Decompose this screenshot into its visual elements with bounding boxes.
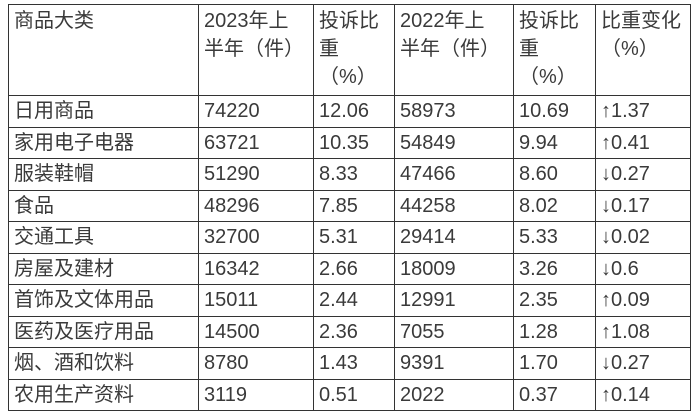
cell-2023-share: 1.43 <box>313 347 395 380</box>
table-row: 房屋及建材 16342 2.66 18009 3.26 ↓0.6 <box>8 252 691 285</box>
cell-2022-count: 58973 <box>394 95 514 128</box>
table-row: 日用商品 74220 12.06 58973 10.69 ↑1.37 <box>8 95 691 128</box>
cell-2022-count: 12991 <box>394 284 514 317</box>
cell-2022-share: 2.35 <box>513 284 596 317</box>
cell-share-change: ↑1.08 <box>595 315 691 348</box>
cell-2023-share: 0.51 <box>313 378 395 411</box>
cell-category: 交通工具 <box>8 221 199 254</box>
cell-2023-count: 8780 <box>198 347 314 380</box>
table-row: 服装鞋帽 51290 8.33 47466 8.60 ↓0.27 <box>8 158 691 191</box>
cell-category: 烟、酒和饮料 <box>8 347 199 380</box>
cell-category: 房屋及建材 <box>8 252 199 285</box>
cell-2023-share: 2.44 <box>313 284 395 317</box>
cell-2023-share: 2.66 <box>313 252 395 285</box>
cell-share-change: ↑1.37 <box>595 95 691 128</box>
table-row: 食品 48296 7.85 44258 8.02 ↓0.17 <box>8 189 691 222</box>
column-header-2023-share: 投诉比 重 （%） <box>313 4 395 96</box>
cell-share-change: ↓0.17 <box>595 189 691 222</box>
cell-2022-count: 7055 <box>394 315 514 348</box>
cell-2023-share: 7.85 <box>313 189 395 222</box>
cell-share-change: ↑0.09 <box>595 284 691 317</box>
cell-2023-share: 8.33 <box>313 158 395 191</box>
column-header-category: 商品大类 <box>8 4 199 96</box>
cell-2022-share: 0.37 <box>513 378 596 411</box>
cell-share-change: ↓0.6 <box>595 252 691 285</box>
cell-2022-share: 9.94 <box>513 126 596 159</box>
table-row: 烟、酒和饮料 8780 1.43 9391 1.70 ↓0.27 <box>8 347 691 380</box>
column-header-2022-count: 2022年上 半年（件） <box>394 4 514 96</box>
cell-2023-share: 12.06 <box>313 95 395 128</box>
cell-share-change: ↓0.02 <box>595 221 691 254</box>
cell-2023-count: 74220 <box>198 95 314 128</box>
cell-2022-share: 1.70 <box>513 347 596 380</box>
table-row: 医药及医疗用品 14500 2.36 7055 1.28 ↑1.08 <box>8 315 691 348</box>
cell-2023-share: 5.31 <box>313 221 395 254</box>
cell-2023-count: 14500 <box>198 315 314 348</box>
cell-2023-share: 2.36 <box>313 315 395 348</box>
cell-2023-count: 51290 <box>198 158 314 191</box>
cell-2022-count: 47466 <box>394 158 514 191</box>
cell-2022-count: 44258 <box>394 189 514 222</box>
column-header-2023-count: 2023年上 半年（件） <box>198 4 314 96</box>
cell-2022-share: 5.33 <box>513 221 596 254</box>
cell-category: 农用生产资料 <box>8 378 199 411</box>
cell-2023-count: 15011 <box>198 284 314 317</box>
cell-category: 食品 <box>8 189 199 222</box>
cell-category: 首饰及文体用品 <box>8 284 199 317</box>
cell-2022-count: 29414 <box>394 221 514 254</box>
complaints-comparison-table: 商品大类 2023年上 半年（件） 投诉比 重 （%） 2022年上 半年（件）… <box>8 4 691 411</box>
table-header-row: 商品大类 2023年上 半年（件） 投诉比 重 （%） 2022年上 半年（件）… <box>8 4 691 96</box>
table-row: 家用电子电器 63721 10.35 54849 9.94 ↑0.41 <box>8 126 691 159</box>
cell-2022-share: 3.26 <box>513 252 596 285</box>
cell-2023-count: 63721 <box>198 126 314 159</box>
cell-share-change: ↓0.27 <box>595 158 691 191</box>
cell-category: 服装鞋帽 <box>8 158 199 191</box>
cell-share-change: ↓0.27 <box>595 347 691 380</box>
table-row: 农用生产资料 3119 0.51 2022 0.37 ↑0.14 <box>8 378 691 411</box>
cell-2022-count: 18009 <box>394 252 514 285</box>
cell-2022-share: 1.28 <box>513 315 596 348</box>
cell-2023-count: 3119 <box>198 378 314 411</box>
cell-2023-count: 32700 <box>198 221 314 254</box>
column-header-2022-share: 投诉比 重 （%） <box>513 4 596 96</box>
column-header-share-change: 比重变化 （%） <box>595 4 691 96</box>
cell-2022-share: 10.69 <box>513 95 596 128</box>
cell-2023-count: 16342 <box>198 252 314 285</box>
cell-category: 日用商品 <box>8 95 199 128</box>
cell-category: 家用电子电器 <box>8 126 199 159</box>
cell-share-change: ↑0.14 <box>595 378 691 411</box>
cell-2022-share: 8.60 <box>513 158 596 191</box>
cell-2022-count: 2022 <box>394 378 514 411</box>
cell-2022-count: 54849 <box>394 126 514 159</box>
cell-category: 医药及医疗用品 <box>8 315 199 348</box>
table-row: 交通工具 32700 5.31 29414 5.33 ↓0.02 <box>8 221 691 254</box>
cell-2022-count: 9391 <box>394 347 514 380</box>
table-row: 首饰及文体用品 15011 2.44 12991 2.35 ↑0.09 <box>8 284 691 317</box>
cell-2022-share: 8.02 <box>513 189 596 222</box>
cell-share-change: ↑0.41 <box>595 126 691 159</box>
cell-2023-share: 10.35 <box>313 126 395 159</box>
cell-2023-count: 48296 <box>198 189 314 222</box>
